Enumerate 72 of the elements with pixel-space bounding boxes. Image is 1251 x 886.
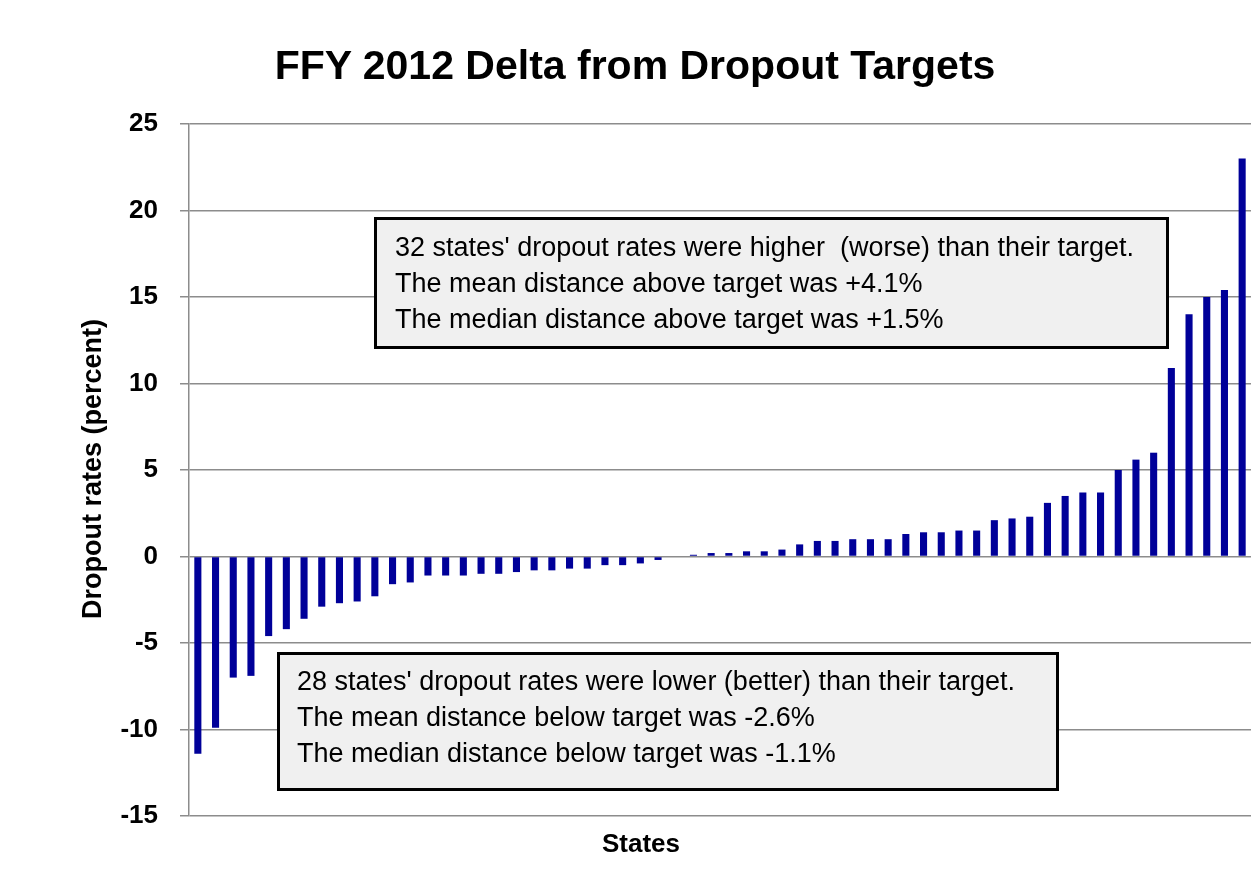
bar bbox=[1079, 492, 1087, 556]
bar bbox=[725, 553, 733, 556]
bar bbox=[406, 557, 414, 583]
bar bbox=[512, 557, 520, 573]
bar bbox=[831, 540, 839, 556]
bar bbox=[353, 557, 361, 602]
bar bbox=[300, 557, 308, 619]
bar bbox=[849, 539, 857, 556]
bar bbox=[229, 557, 237, 678]
bar bbox=[1238, 158, 1246, 556]
bar bbox=[707, 553, 715, 556]
bar bbox=[937, 532, 945, 556]
bar bbox=[884, 539, 892, 556]
bar bbox=[760, 551, 768, 556]
bar bbox=[282, 557, 290, 630]
y-tick-label: 10 bbox=[129, 366, 158, 397]
bar bbox=[335, 557, 343, 604]
bar bbox=[601, 557, 609, 566]
y-tick-label: -15 bbox=[120, 799, 158, 830]
bar bbox=[442, 557, 450, 576]
bar bbox=[990, 520, 998, 556]
bar bbox=[1203, 297, 1211, 556]
bar bbox=[1026, 516, 1034, 556]
bar bbox=[1185, 314, 1193, 556]
bar bbox=[778, 549, 786, 556]
bar bbox=[813, 540, 821, 556]
bar bbox=[1114, 470, 1122, 556]
bar bbox=[920, 532, 928, 556]
bar bbox=[973, 530, 981, 556]
bar bbox=[194, 557, 202, 754]
bar bbox=[866, 539, 874, 556]
bar bbox=[459, 557, 467, 576]
bar bbox=[566, 557, 574, 569]
bar bbox=[477, 557, 485, 574]
bar bbox=[796, 544, 804, 556]
bar bbox=[318, 557, 326, 607]
bar bbox=[1132, 459, 1140, 556]
bar bbox=[955, 530, 963, 556]
bar bbox=[1061, 495, 1069, 556]
bar bbox=[654, 557, 662, 560]
annotation: 32 states' dropout rates were higher (worse) than their target. The mean distance above target was +4.1% The median distance above target was +1.5% bbox=[395, 231, 1135, 336]
bar bbox=[902, 534, 910, 556]
y-tick-label: 5 bbox=[143, 453, 158, 484]
bar bbox=[424, 557, 432, 576]
y-tick-label: 15 bbox=[129, 280, 158, 311]
bar bbox=[389, 557, 397, 585]
bar bbox=[583, 557, 591, 569]
bar bbox=[636, 557, 644, 564]
bar bbox=[1150, 452, 1158, 556]
bar bbox=[1167, 367, 1175, 556]
bar bbox=[1220, 290, 1228, 556]
bar bbox=[371, 557, 379, 597]
y-tick-label: 25 bbox=[129, 107, 158, 138]
bar bbox=[548, 557, 556, 571]
y-tick-label: -10 bbox=[120, 712, 158, 743]
bar bbox=[743, 551, 751, 556]
bar bbox=[495, 557, 503, 574]
chart-title: FFY 2012 Delta from Dropout Targets bbox=[273, 41, 997, 90]
y-tick-label: -5 bbox=[134, 626, 158, 657]
y-tick-label: 0 bbox=[143, 539, 158, 570]
annotation: 28 states' dropout rates were lower (better) than their target. The mean distance below target was -2.6% The median distance below target was -1.1% bbox=[297, 665, 1016, 770]
bar bbox=[212, 557, 220, 728]
bar bbox=[1043, 502, 1051, 556]
bar bbox=[1097, 492, 1105, 556]
bar bbox=[247, 557, 255, 676]
x-axis-title: States bbox=[600, 828, 681, 858]
y-tick-label: 20 bbox=[129, 193, 158, 224]
bar bbox=[1008, 518, 1016, 556]
bar bbox=[530, 557, 538, 571]
bar bbox=[619, 557, 627, 566]
y-axis-title: Dropout rates (percent) bbox=[76, 318, 108, 620]
bar bbox=[265, 557, 273, 637]
